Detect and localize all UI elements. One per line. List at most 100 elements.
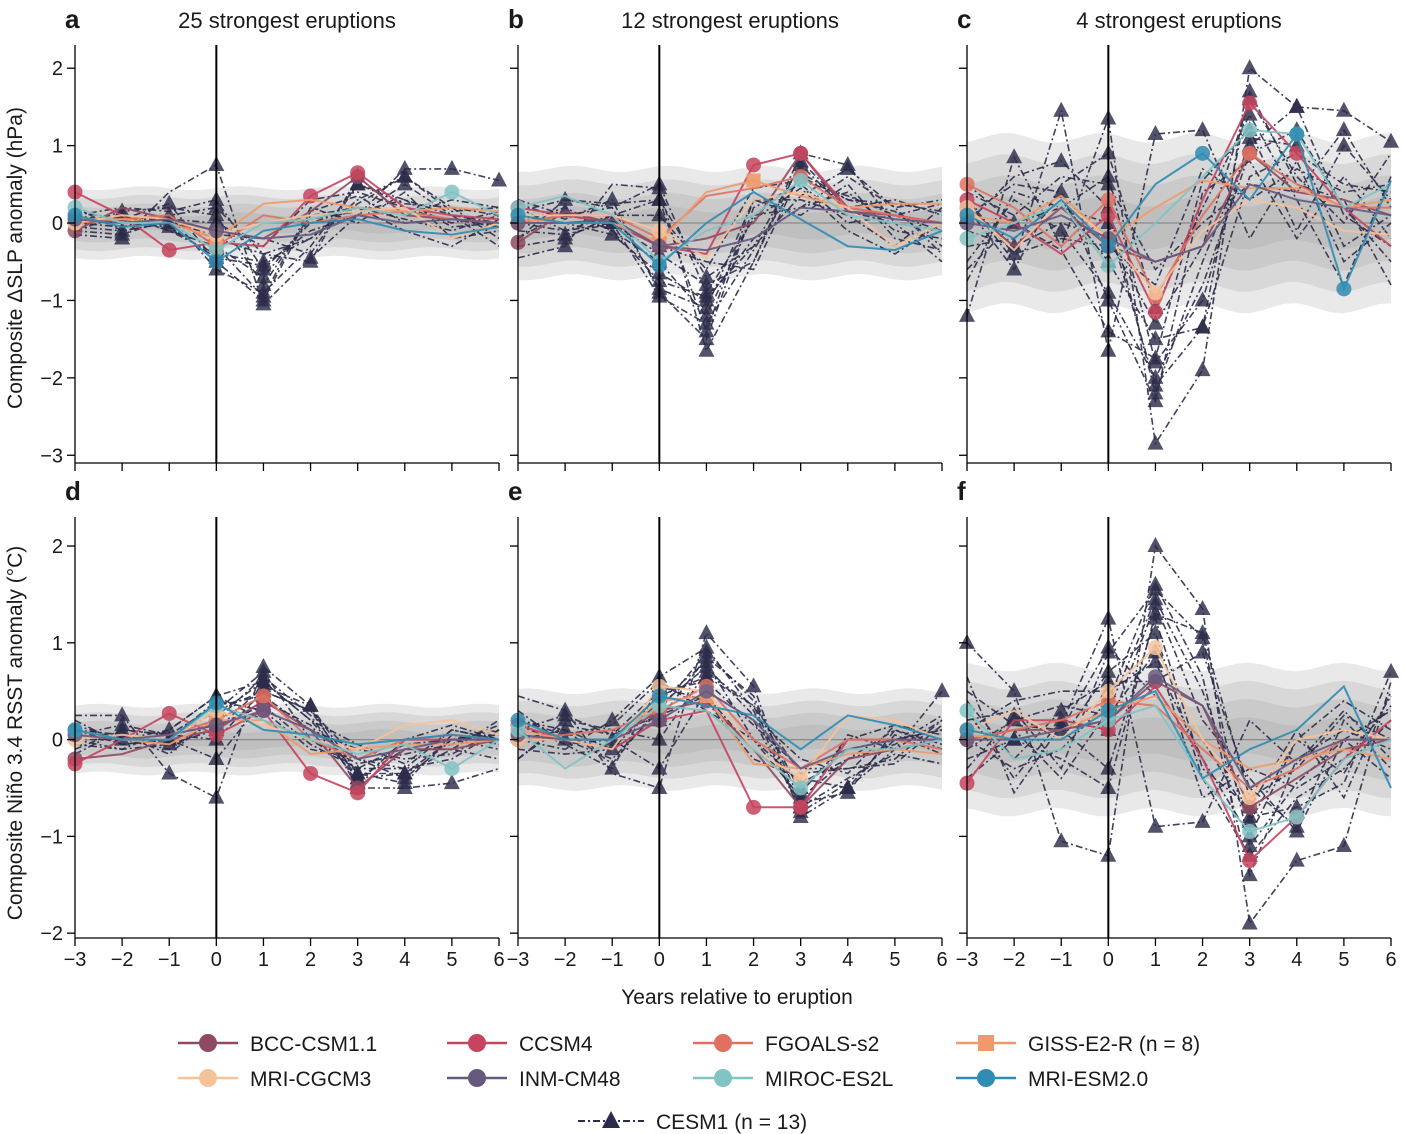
cesm-triangle-marker: [1194, 361, 1211, 377]
legend-item-mri-esm2-0: MRI-ESM2.0: [956, 1068, 1148, 1091]
cesm-triangle-marker: [1241, 914, 1258, 930]
series-marker-ccsm4: [350, 165, 366, 181]
cesm-member-line: [966, 650, 1392, 799]
cesm-triangle-marker: [1053, 720, 1070, 736]
legend-marker: [714, 1069, 732, 1087]
cesm-triangle-marker: [1194, 318, 1211, 334]
legend-marker: [199, 1034, 217, 1052]
cesm-triangle-marker: [396, 764, 413, 780]
x-tick-label: 4: [842, 949, 853, 971]
cesm-member-line: [74, 175, 500, 263]
cesm-triangle-marker: [255, 275, 272, 291]
series-marker-ccsm4: [746, 799, 762, 815]
cesm-triangle-marker: [1006, 245, 1023, 260]
x-tick-label: 6: [936, 949, 947, 971]
cesm-member-line: [74, 680, 500, 765]
x-tick-label: 4: [1291, 949, 1302, 971]
legend-label: MRI-CGCM3: [250, 1068, 371, 1091]
cesm-triangle-marker: [698, 291, 715, 307]
cesm-triangle-marker: [839, 159, 856, 175]
x-tick-label: −2: [111, 949, 134, 971]
series-marker-miroc-es2l: [1289, 809, 1305, 825]
series-marker-miroc-es2l: [1242, 122, 1258, 138]
series-marker-giss-e2-r: [746, 173, 761, 188]
legend-name: MIROC-ES2L: [765, 1068, 893, 1091]
y-tick-label: 0: [52, 213, 63, 235]
x-tick-label: 3: [352, 949, 363, 971]
cesm-member-line: [517, 152, 943, 353]
cesm-triangle-marker: [255, 291, 272, 307]
legend-marker: [714, 1034, 732, 1052]
cesm-triangle-marker: [557, 225, 574, 241]
cesm-triangle-marker: [396, 167, 413, 183]
series-line-bcc-csm1-1: [74, 699, 500, 790]
series-line-mri-cgcm3: [966, 646, 1392, 800]
panel-title: 4 strongest eruptions: [1076, 8, 1281, 33]
cesm-triangle-marker: [1147, 368, 1164, 384]
cesm-member-line: [966, 136, 1392, 365]
legend-name: MRI-CGCM3: [250, 1068, 371, 1091]
y-tick-label: −2: [40, 923, 63, 945]
legend-item-bcc-csm1-1: BCC-CSM1.1: [178, 1033, 377, 1056]
series-marker-miroc-es2l: [444, 761, 460, 777]
cesm-triangle-marker: [396, 159, 413, 175]
series-line-inm-cm48: [967, 675, 1391, 790]
legend-label: CCSM4: [519, 1033, 593, 1056]
cesm-triangle-marker: [1288, 798, 1305, 814]
cesm-triangle-marker: [302, 696, 319, 712]
legend-item-miroc-es2l: MIROC-ES2L: [693, 1068, 893, 1091]
cesm-triangle-marker: [1053, 183, 1070, 199]
cesm-member-line: [74, 206, 500, 287]
legend-label: INM-CM48: [519, 1068, 621, 1091]
legend: BCC-CSM1.1 CCSM4 FGOALS-s2 GISS-E2-R (n = 8…: [178, 1033, 1200, 1134]
cesm-member-line: [517, 670, 943, 809]
cesm-triangle-marker: [1006, 260, 1023, 276]
cesm-triangle-marker: [114, 221, 131, 237]
cesm-triangle-marker: [698, 648, 715, 664]
series-line-bcc-csm1-1: [517, 151, 943, 248]
x-tick-label: 3: [795, 949, 806, 971]
cesm-triangle-marker: [698, 314, 715, 330]
series-marker-mri-cgcm3: [1242, 790, 1258, 806]
cesm-triangle-marker: [1241, 105, 1258, 121]
panel-f: −3 −2 −1 0 1 2 3 4 5 6 f: [956, 476, 1399, 971]
cesm-member-line: [966, 601, 1392, 833]
cesm-triangle-marker: [1053, 101, 1070, 117]
y-tick-label: 2: [52, 58, 63, 80]
y-axis-label-bottom: Composite Niño 3.4 RSST anomaly (°C): [4, 546, 27, 920]
cesm-triangle-marker: [1194, 599, 1211, 615]
cesm-member-line: [966, 105, 1392, 397]
legend-marker: [977, 1069, 995, 1087]
cesm-triangle-marker: [302, 252, 319, 268]
legend-marker: [978, 1035, 994, 1051]
x-tick-label: −1: [601, 949, 624, 971]
series-marker-fgoals-s2: [1242, 145, 1258, 161]
x-axis-label: Years relative to eruption: [621, 986, 853, 1009]
cesm-triangle-marker: [349, 769, 366, 785]
cesm-triangle-marker: [1147, 604, 1164, 620]
x-tick-label: 6: [1385, 949, 1396, 971]
y-tick-label: −1: [40, 826, 63, 848]
series-marker-inm-cm48: [255, 703, 271, 719]
series-line-bcc-csm1-1: [74, 175, 500, 240]
legend-name: CCSM4: [519, 1033, 593, 1056]
cesm-triangle-marker: [1147, 817, 1164, 833]
legend-marker: [468, 1034, 486, 1052]
legend-label: MRI-ESM2.0: [1028, 1068, 1148, 1091]
legend-label: MIROC-ES2L: [765, 1068, 893, 1091]
x-tick-label: 5: [889, 949, 900, 971]
cesm-triangle-marker: [1147, 575, 1164, 591]
legend-item-inm-cm48: INM-CM48: [447, 1068, 621, 1091]
cesm-triangle-marker: [1241, 837, 1258, 853]
legend-item-giss-e2-r: GISS-E2-R (n = 8): [956, 1033, 1200, 1056]
cesm-triangle-marker: [1288, 97, 1305, 113]
cesm-triangle-marker: [1241, 59, 1258, 75]
series-marker-ccsm4: [793, 145, 809, 161]
x-tick-label: 4: [399, 949, 410, 971]
series-line-ccsm4: [74, 709, 499, 794]
series-marker-ccsm4: [793, 799, 809, 815]
cesm-triangle-marker: [698, 341, 715, 357]
series-marker-miroc-es2l: [444, 184, 460, 200]
